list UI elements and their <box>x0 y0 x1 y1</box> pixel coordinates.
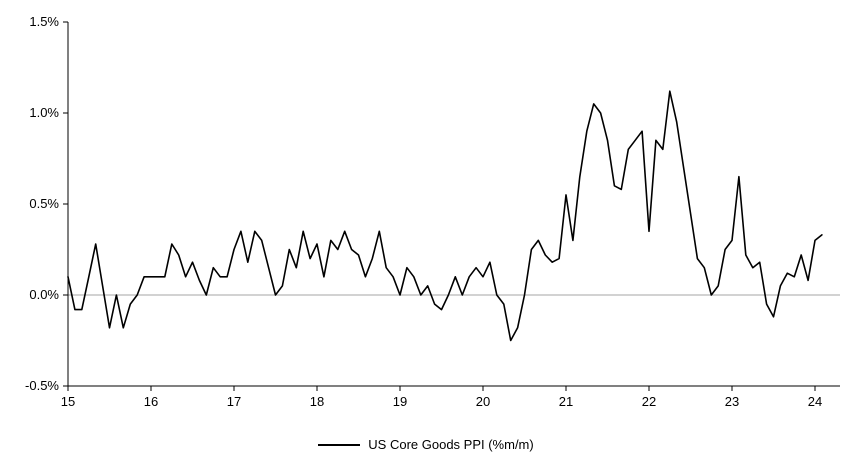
x-tick-label: 19 <box>393 394 407 409</box>
series-line <box>67 90 823 342</box>
x-tick-label: 22 <box>642 394 656 409</box>
y-tick-label: 0.5% <box>29 196 59 211</box>
x-tick-label: 21 <box>559 394 573 409</box>
x-tick-label: 20 <box>476 394 490 409</box>
x-tick-label: 24 <box>808 394 822 409</box>
y-tick-label: -0.5% <box>25 378 59 393</box>
x-tick-label: 16 <box>144 394 158 409</box>
y-tick-label: 1.5% <box>29 14 59 29</box>
x-tick-label: 23 <box>725 394 739 409</box>
x-tick-label: 15 <box>61 394 75 409</box>
y-tick-label: 1.0% <box>29 105 59 120</box>
y-tick-label: 0.0% <box>29 287 59 302</box>
legend-label: US Core Goods PPI (%m/m) <box>368 437 534 452</box>
legend-line-sample <box>318 443 361 446</box>
legend: US Core Goods PPI (%m/m) <box>0 438 852 451</box>
x-tick-label: 18 <box>310 394 324 409</box>
x-tick-label: 17 <box>227 394 241 409</box>
